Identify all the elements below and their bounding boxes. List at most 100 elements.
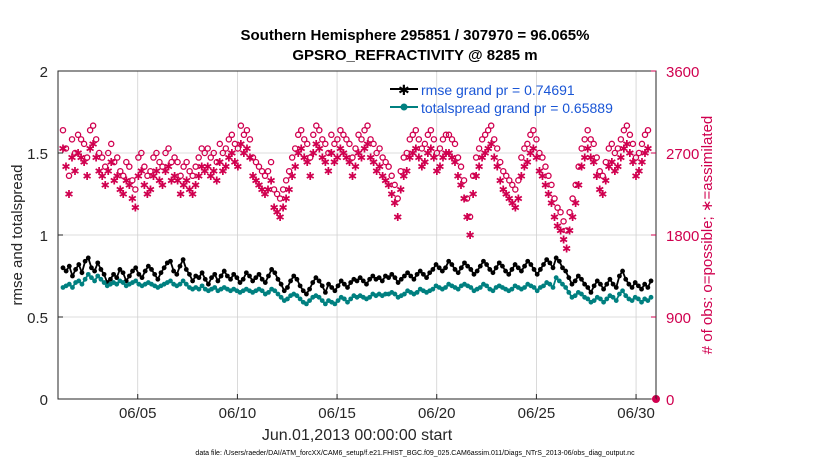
obs-possible-point bbox=[258, 167, 266, 175]
rmse-data-point bbox=[547, 260, 553, 266]
obs-assimilated-point: ✱ bbox=[254, 180, 263, 192]
obs-assimilated-point: ✱ bbox=[212, 175, 221, 187]
obs-assimilated-point: ✱ bbox=[520, 162, 529, 174]
spread-data-point bbox=[560, 281, 565, 287]
rmse-data-point bbox=[300, 288, 306, 294]
rmse-data-point bbox=[297, 283, 303, 289]
y2-tick-label: 2700 bbox=[666, 146, 699, 163]
obs-possible-point bbox=[418, 145, 426, 152]
obs-possible-point bbox=[533, 136, 540, 143]
rmse-data-point bbox=[120, 270, 126, 276]
obs-possible-point bbox=[62, 145, 70, 152]
spread-data-point bbox=[304, 301, 309, 307]
obs-assimilated-point: ✱ bbox=[242, 143, 251, 155]
rmse-data-point bbox=[196, 275, 202, 281]
spread-data-point bbox=[509, 286, 515, 292]
obs-possible-point bbox=[162, 149, 169, 157]
rmse-data-point bbox=[338, 278, 344, 284]
rmse-data-point bbox=[281, 288, 287, 294]
rmse-data-point bbox=[111, 271, 116, 277]
rmse-data-point bbox=[398, 276, 404, 282]
obs-assimilated-point: ✱ bbox=[101, 180, 110, 192]
obs-possible-point bbox=[506, 177, 513, 184]
obs-assimilated-point: ✱ bbox=[119, 189, 128, 201]
obs-possible-point bbox=[445, 131, 453, 139]
obs-possible-point bbox=[391, 181, 398, 189]
obs-possible-point bbox=[243, 126, 251, 134]
obs-possible-point bbox=[300, 136, 308, 143]
obs-possible-point bbox=[313, 122, 320, 129]
spread-data-point bbox=[307, 298, 312, 303]
obs-possible-point bbox=[581, 136, 588, 143]
obs-possible-point bbox=[590, 140, 597, 148]
obs-assimilated-point: ✱ bbox=[318, 153, 327, 165]
obs-assimilated-point: ✱ bbox=[360, 143, 369, 155]
rmse-data-point bbox=[168, 258, 173, 264]
x-tick-label: 06/20 bbox=[418, 405, 456, 422]
obs-assimilated-point: ✱ bbox=[601, 175, 610, 187]
obs-possible-point bbox=[71, 149, 79, 157]
obs-assimilated-point: ✱ bbox=[490, 153, 499, 165]
obs-possible-point bbox=[620, 126, 628, 134]
rmse-data-point bbox=[174, 271, 180, 277]
obs-assimilated-point: ✱ bbox=[384, 180, 393, 192]
obs-possible-point bbox=[644, 126, 652, 134]
spread-data-point bbox=[259, 288, 265, 294]
x-tick-label: 06/25 bbox=[518, 405, 556, 422]
obs-assimilated-point: ✱ bbox=[134, 171, 143, 183]
rmse-data-point bbox=[613, 285, 619, 290]
obs-possible-point bbox=[632, 154, 640, 161]
obs-assimilated-point: ✱ bbox=[508, 198, 517, 210]
y2-tick-label: 0 bbox=[666, 392, 674, 409]
rmse-data-point bbox=[209, 275, 214, 281]
obs-assimilated-point: ✱ bbox=[577, 162, 586, 174]
obs-assimilated-point: ✱ bbox=[523, 157, 532, 169]
obs-assimilated-point: ✱ bbox=[426, 143, 435, 155]
spread-data-point bbox=[85, 271, 91, 277]
obs-assimilated-point: ✱ bbox=[312, 139, 321, 151]
obs-assimilated-point: ✱ bbox=[191, 180, 200, 192]
obs-assimilated-point: ✱ bbox=[348, 171, 357, 183]
rmse-data-point bbox=[360, 278, 366, 284]
obs-assimilated-point: ✱ bbox=[95, 166, 104, 178]
obs-assimilated-point: ✱ bbox=[369, 157, 378, 169]
rmse-data-point bbox=[635, 283, 641, 289]
obs-assimilated-point: ✱ bbox=[61, 162, 70, 174]
obs-assimilated-point: ✱ bbox=[387, 189, 396, 201]
obs-assimilated-point: ✱ bbox=[411, 143, 420, 155]
spread-data-point bbox=[101, 280, 107, 285]
rmse-data-point bbox=[639, 286, 644, 292]
obs-assimilated-point: ✱ bbox=[149, 171, 158, 183]
spread-data-point bbox=[278, 294, 284, 300]
spread-data-point bbox=[392, 291, 398, 297]
obs-possible-point bbox=[551, 195, 558, 202]
obs-possible-point bbox=[159, 163, 166, 170]
obs-possible-point bbox=[74, 131, 82, 139]
rmse-data-point bbox=[617, 273, 622, 279]
obs-assimilated-point: ✱ bbox=[67, 153, 76, 165]
rmse-data-point bbox=[187, 271, 192, 277]
rmse-data-point bbox=[417, 268, 423, 274]
obs-assimilated-point: ✱ bbox=[58, 143, 67, 155]
obs-assimilated-point: ✱ bbox=[378, 171, 387, 183]
rmse-data-point bbox=[354, 278, 360, 284]
rmse-data-point bbox=[285, 285, 290, 290]
spread-data-point bbox=[114, 281, 120, 287]
obs-assimilated-point: ✱ bbox=[459, 194, 468, 206]
rmse-data-point bbox=[420, 271, 426, 277]
rmse-data-point bbox=[449, 262, 455, 267]
obs-assimilated-point: ✱ bbox=[218, 166, 227, 178]
obs-possible-point bbox=[367, 136, 374, 143]
obs-possible-point bbox=[219, 149, 227, 157]
spread-data-point bbox=[212, 285, 218, 290]
obs-assimilated-point: ✱ bbox=[450, 157, 459, 169]
obs-possible-point bbox=[213, 158, 221, 166]
obs-possible-point bbox=[307, 154, 314, 161]
obs-assimilated-point: ✱ bbox=[562, 244, 571, 256]
obs-assimilated-point: ✱ bbox=[76, 153, 85, 165]
obs-assimilated-point: ✱ bbox=[73, 148, 82, 160]
obs-possible-point bbox=[415, 136, 423, 143]
rmse-data-point bbox=[389, 271, 395, 277]
obs-assimilated-point: ✱ bbox=[260, 189, 269, 201]
obs-possible-point bbox=[638, 140, 646, 148]
